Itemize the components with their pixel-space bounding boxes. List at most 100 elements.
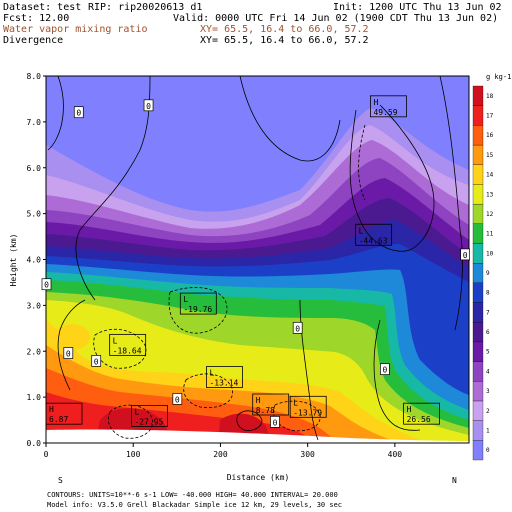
colorbar-swatch <box>472 341 484 362</box>
contour-label: 0 <box>143 99 154 112</box>
contour-label-box <box>73 106 84 119</box>
extremum-box <box>179 292 217 315</box>
high-marker: H8.78 <box>252 393 290 416</box>
extremum-value: 49.59 <box>373 108 397 117</box>
low-marker: L-19.76 <box>179 292 217 315</box>
contour-label-box <box>292 321 303 334</box>
extremum-box <box>206 366 243 388</box>
contour-label: 0 <box>73 106 84 119</box>
colorbar-label: 7 <box>486 309 490 316</box>
high-marker: H49.59 <box>370 95 407 118</box>
colorbar-label: 14 <box>486 172 494 179</box>
extrema-labels: H49.59L-44.63L-19.76L-18.64L-13.14H8.78L… <box>45 95 440 427</box>
y-tick-label: 4.0 <box>27 256 42 265</box>
colorbar-unit: g kg-1 <box>486 73 511 81</box>
extremum-box <box>370 95 407 118</box>
extremum-value: -19.76 <box>183 305 212 314</box>
contour-line <box>349 104 435 252</box>
extremum-value: -44.63 <box>359 236 388 245</box>
field2-label: Divergence <box>3 35 63 46</box>
colorbar-label: 0 <box>486 447 490 454</box>
low-marker: L-44.63 <box>355 223 393 246</box>
x-tick-label: 100 <box>126 450 141 459</box>
low-marker: L-13.14 <box>206 366 243 388</box>
y-tick-label: 3.0 <box>27 301 42 310</box>
contour-line <box>57 299 86 391</box>
colorbar-label: 16 <box>486 132 494 139</box>
colorbar-swatch <box>472 400 484 421</box>
fcst-label: Fcst: 12.00 <box>3 13 69 24</box>
x-end-left-label: S <box>58 476 63 485</box>
high-marker: H26.56 <box>403 402 440 425</box>
y-tick-label: 0.0 <box>27 439 42 448</box>
colorbar-label: 4 <box>486 368 490 375</box>
colorbar-label: 13 <box>486 191 494 198</box>
colorbar-swatch <box>472 361 484 382</box>
contour-label: 0 <box>380 363 390 375</box>
colorbar-swatch <box>472 263 484 283</box>
contour-labels: 0 0 0 0 0 0 0 0 0 0 <box>41 99 470 428</box>
contour-line <box>108 404 154 439</box>
contour-label-text: 0 <box>66 350 71 359</box>
y-tick-label: 2.0 <box>27 347 42 356</box>
extremum-kind: L <box>209 368 214 377</box>
contour-label: 0 <box>270 416 280 428</box>
contour-label: 0 <box>63 347 74 359</box>
colorbar-label: 6 <box>486 329 490 336</box>
contour-line <box>183 373 233 409</box>
colorbar-label: 9 <box>486 270 490 277</box>
contour-label-text: 0 <box>146 102 151 111</box>
colorbar-swatch <box>472 302 484 323</box>
extremum-box <box>289 395 327 418</box>
extremum-value: -18.64 <box>113 346 142 355</box>
moist-bubble <box>54 324 90 350</box>
contour-line <box>47 76 64 151</box>
contour-label: 0 <box>91 354 102 367</box>
field2-xy-label: XY= 65.5, 16.4 to 66.0, 57.2 <box>200 35 369 46</box>
extremum-box <box>131 405 168 427</box>
rip-label: RIP: rip20020613 d1 <box>88 2 202 13</box>
colorbar-label: 18 <box>486 93 494 100</box>
y-tick-label: 1.0 <box>27 393 42 402</box>
model-info: Model info: V3.5.0 Grell Blackadar Simpl… <box>47 501 342 509</box>
x-tick-label: 300 <box>300 450 315 459</box>
contour-label: 0 <box>41 278 52 291</box>
colorbar-label: 11 <box>486 231 494 238</box>
contour-line <box>93 328 147 369</box>
x-tick-label: 0 <box>44 450 49 459</box>
contour-label-box <box>380 363 390 375</box>
contour-info: CONTOURS: UNITS=10**-6 s-1 LOW= -40.000 … <box>47 491 338 499</box>
extremum-kind: H <box>256 396 261 405</box>
extremum-value: -13.79 <box>293 408 322 417</box>
contour-line <box>358 124 366 201</box>
x-tick-label: 400 <box>388 450 403 459</box>
contour-label: 0 <box>292 321 303 334</box>
extremum-kind: H <box>407 405 412 414</box>
colorbar-swatch <box>472 282 484 303</box>
extremum-box <box>45 402 83 425</box>
colorbar-label: 3 <box>486 388 490 395</box>
high-marker: H6.87 <box>45 402 83 425</box>
contour-line <box>236 410 263 431</box>
colorbar-label: 10 <box>486 250 494 257</box>
colorbar-swatch <box>472 381 484 402</box>
extremum-value: 26.56 <box>407 415 431 424</box>
colorbar-label: 5 <box>486 349 490 356</box>
extremum-value: -27.95 <box>134 417 163 426</box>
colorbar-swatch <box>472 125 484 146</box>
contour-label-box <box>172 393 183 405</box>
contour-label: 0 <box>172 393 183 405</box>
contour-label-box <box>63 347 74 359</box>
colorbar-label: 2 <box>486 408 490 415</box>
contour-label: 0 <box>460 248 470 261</box>
extremum-box <box>355 223 393 246</box>
x-tick-label: 200 <box>213 450 228 459</box>
colorbar-swatch <box>472 184 484 205</box>
extremum-value: 6.87 <box>49 415 68 424</box>
contour-line <box>239 76 341 162</box>
y-tick-label: 7.0 <box>27 118 42 127</box>
colorbar-swatch <box>472 223 484 244</box>
extremum-box <box>252 393 290 416</box>
contour-label-box <box>91 354 102 367</box>
